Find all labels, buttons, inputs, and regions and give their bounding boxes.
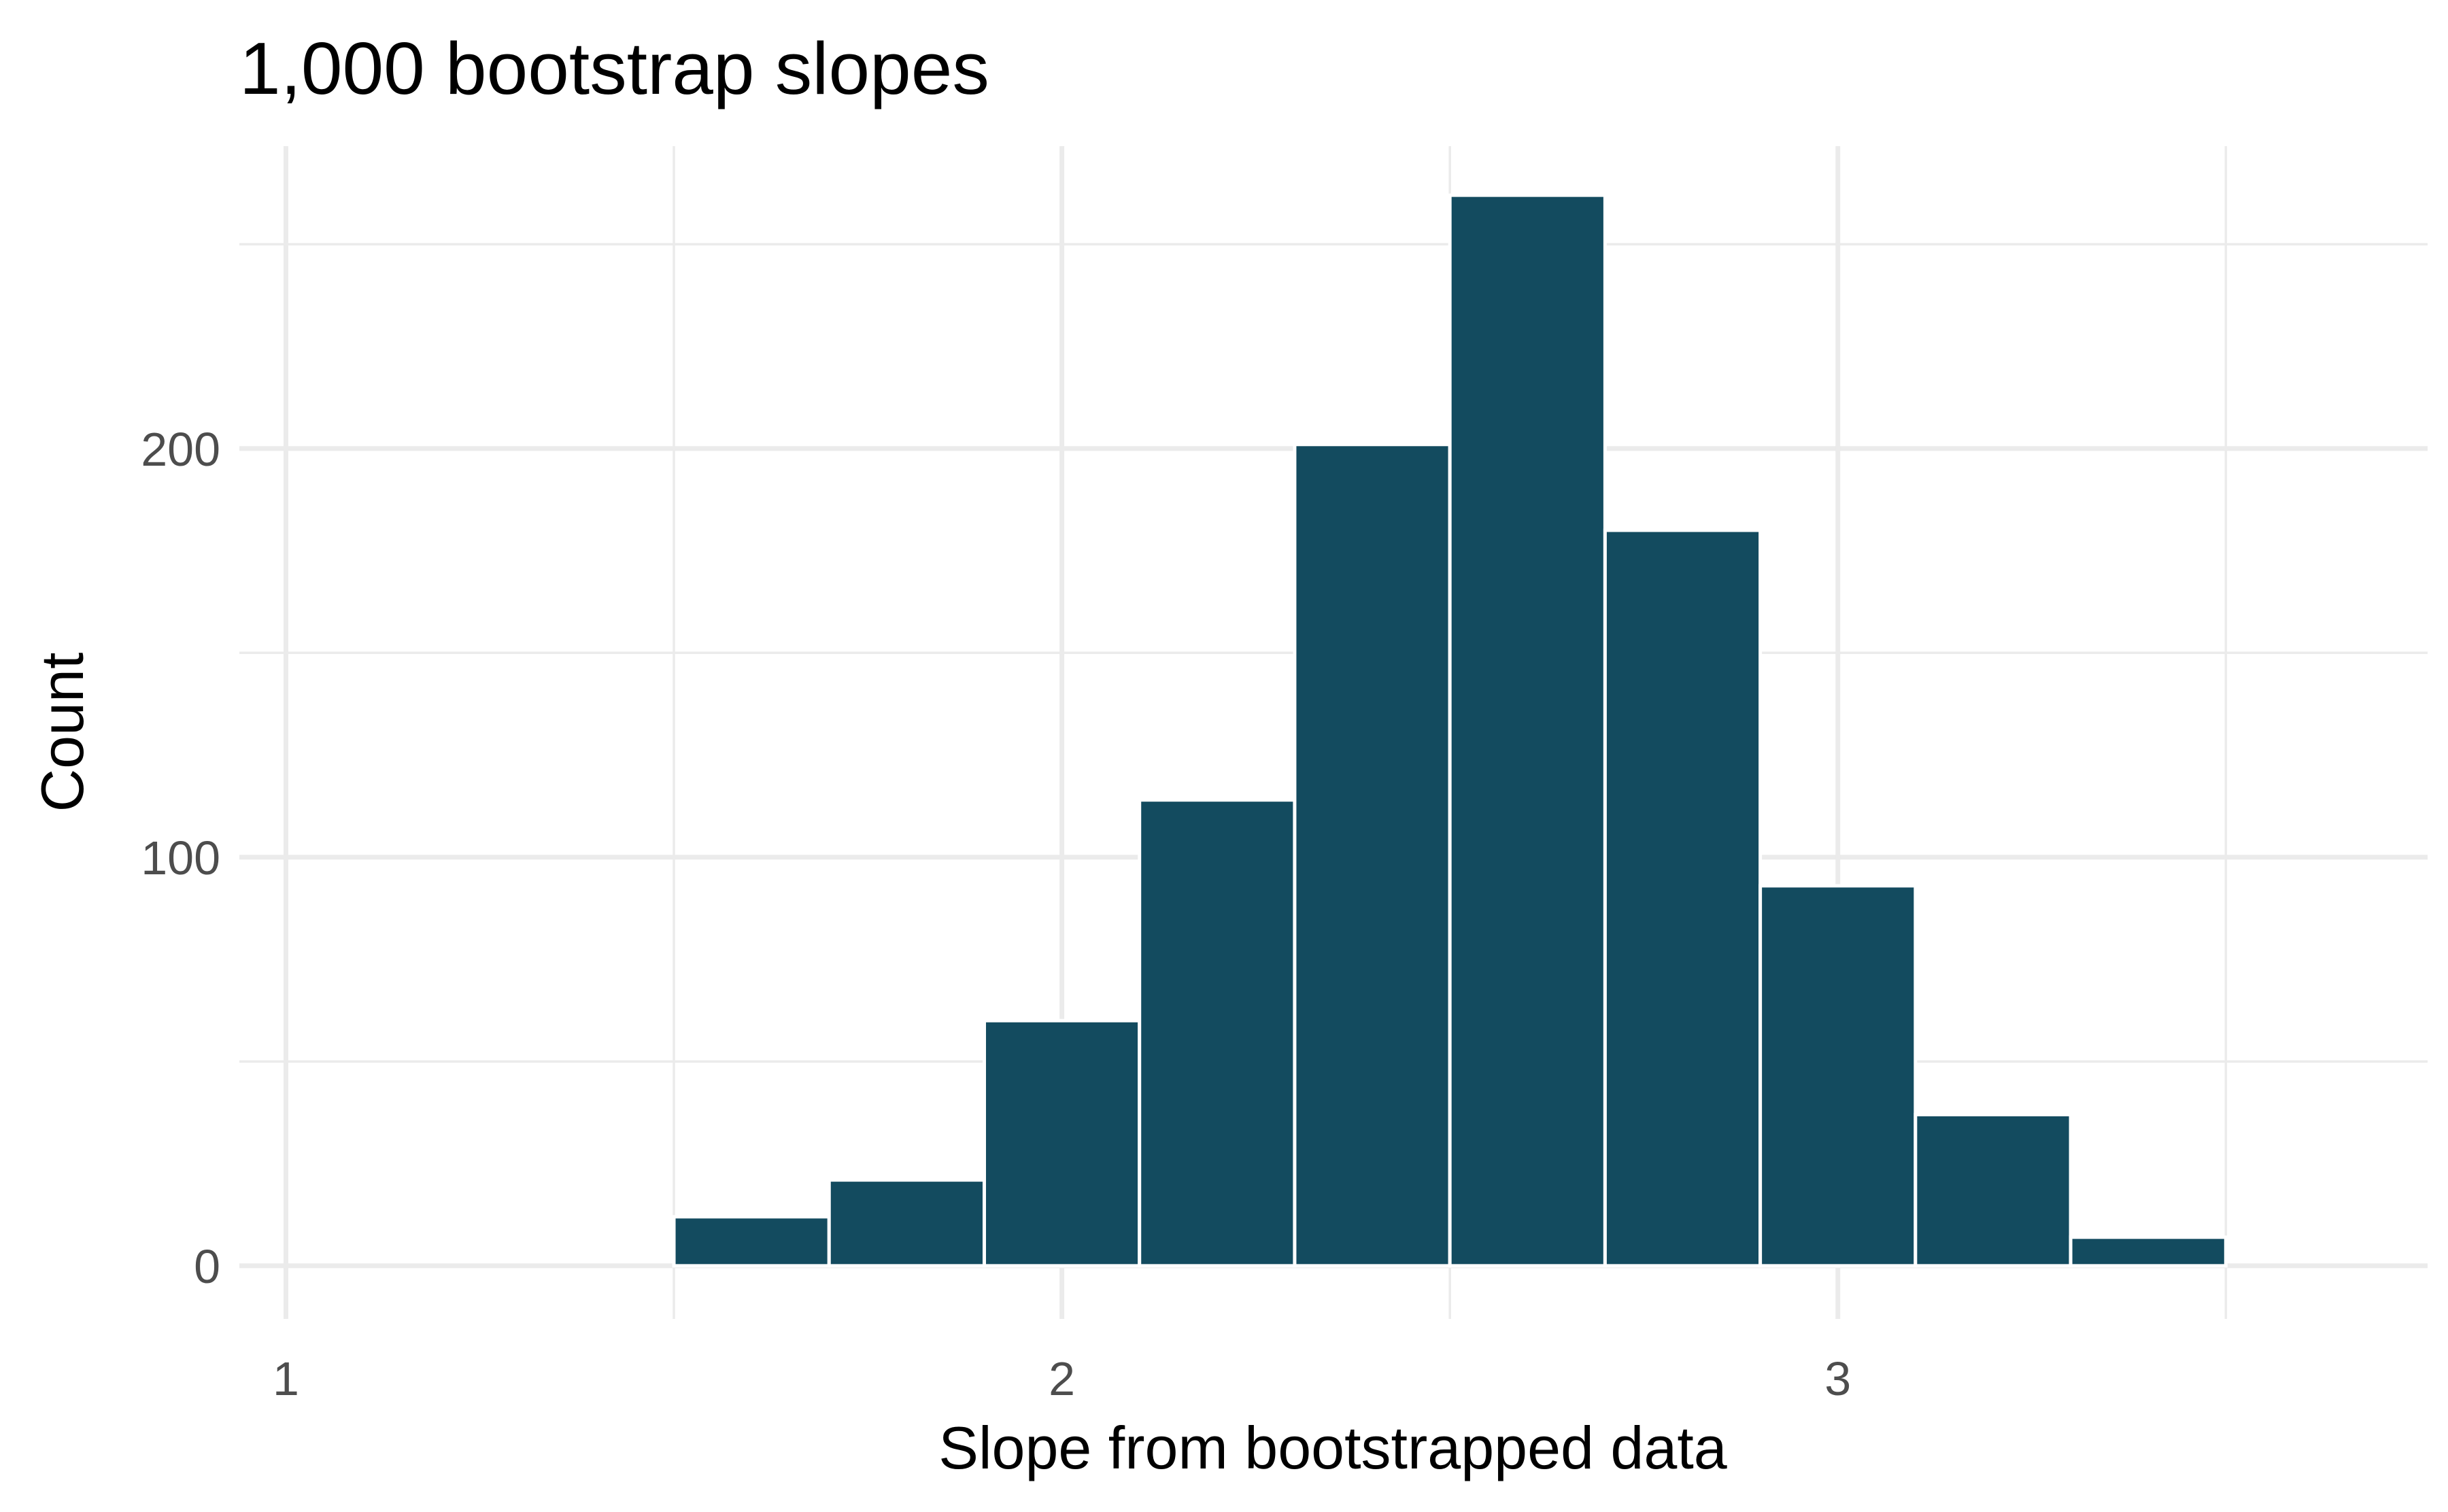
histogram-bar	[1293, 443, 1452, 1268]
x-tick-label: 3	[1824, 1352, 1851, 1405]
histogram-bar	[982, 1018, 1142, 1268]
histogram-bar	[1914, 1112, 2073, 1268]
y-tick-label: 100	[141, 831, 220, 884]
y-axis-title: Count	[29, 653, 96, 812]
histogram-bar	[827, 1178, 986, 1268]
x-tick-label: 2	[1049, 1352, 1075, 1405]
histogram-bar	[1603, 528, 1763, 1268]
histogram-bar	[2069, 1235, 2228, 1268]
x-axis-ticks: 1 2 3	[273, 1352, 1851, 1405]
y-tick-label: 0	[194, 1240, 220, 1293]
chart-title: 1,000 bootstrap slopes	[239, 27, 989, 110]
histogram-bar	[1138, 798, 1297, 1268]
histogram-bar	[1758, 884, 1918, 1268]
bars	[672, 193, 2228, 1268]
histogram-bar	[1448, 193, 1607, 1268]
x-tick-label: 1	[273, 1352, 299, 1405]
x-axis-title: Slope from bootstrapped data	[938, 1414, 1727, 1481]
histogram-bar	[672, 1215, 831, 1268]
y-axis-ticks: 0 100 200	[141, 423, 220, 1293]
y-tick-label: 200	[141, 423, 220, 476]
